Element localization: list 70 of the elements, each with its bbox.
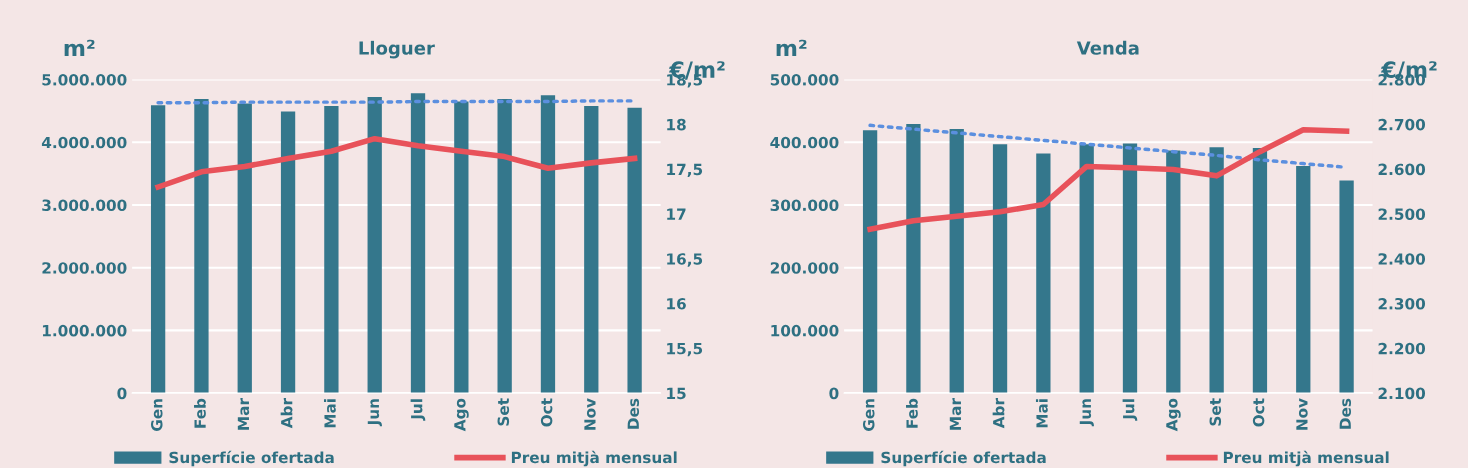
x-tick-label: Mar [949,398,962,430]
bar [1296,166,1311,394]
y2-tick-label: 2.400 [1378,253,1426,265]
y-tick-label: 200.000 [770,262,839,274]
bar [862,130,878,394]
y2-tick-label: 2.200 [1378,342,1426,355]
y2-tick-label: 17,5 [667,163,703,178]
y-tick-label: 100.000 [771,324,839,337]
y2-tick-label: 15,5 [667,342,703,357]
x-tick-label: Jun [1079,399,1094,427]
y-tick-label: 300.000 [770,199,839,212]
bar [949,129,964,394]
y-axis-title: m² [776,39,807,57]
y-tick-label: 500.000 [770,74,839,86]
legend-label: Preu mitjà mensual [1223,450,1389,467]
y-tick-label: 4.000.000 [41,136,127,149]
bar [1339,180,1354,394]
y-tick-label: 1.000.000 [42,324,127,337]
x-tick-label: Ago [454,398,469,432]
x-tick-label: Des [627,398,640,429]
x-tick-label: Mai [323,399,336,428]
y-tick-label: 3.000.000 [42,199,127,212]
bar [1166,150,1181,394]
x-tick-label: Abr [992,398,1005,429]
x-tick-label: Mai [1035,399,1048,428]
x-tick-label: Jul [410,399,426,421]
x-tick-label: Set [497,398,510,426]
x-tick-label: Mar [237,398,250,430]
x-tick-label: Nov [1296,398,1308,430]
x-tick-label: Abr [280,398,293,429]
legend-label: Preu mitjà mensual [511,450,677,467]
x-tick-label: Jun [367,399,382,427]
bar [1252,147,1268,394]
bar [992,144,1008,394]
x-tick-label: Gen [150,399,163,431]
chart-title: Venda [1076,40,1139,55]
y-tick-label: 0 [829,387,839,400]
x-tick-label: Feb [194,398,206,428]
y2-tick-label: 2.100 [1378,387,1426,400]
x-tick-label: Gen [862,399,875,431]
x-tick-label: Set [1209,398,1222,426]
chart-title: Lloguer [359,40,435,59]
x-tick-label: Des [1339,398,1352,429]
bar [906,124,921,394]
bar [1036,153,1051,394]
bar [1122,143,1138,394]
y2-tick-label: 18 [667,118,686,131]
x-tick-label: Nov [584,398,596,430]
y-tick-label: 0 [117,387,127,400]
x-tick-label: Feb [906,398,918,428]
y-tick-label: 5.000.000 [42,74,127,86]
y2-tick-label: 2.500 [1378,208,1426,220]
legend-label: Superfície ofertada [169,450,334,467]
x-tick-label: Oct [540,398,553,427]
y2-tick-label: 17 [667,208,686,220]
y-axis-title: m² [64,39,95,57]
x-tick-label: Ago [1166,398,1181,432]
x-tick-label: Oct [1252,398,1265,427]
y2-tick-label: 2.600 [1378,163,1426,176]
y2-tick-label: 15 [667,387,686,400]
x-tick-label: Jul [1122,399,1138,421]
bar [1079,144,1094,394]
bar [1209,147,1224,394]
legend-label: Superfície ofertada [881,450,1046,467]
y2-tick-label: 16 [667,298,686,310]
y-tick-label: 400.000 [770,136,839,149]
y2-tick-label: 2.300 [1378,298,1426,310]
y2-tick-label: 16,5 [667,253,703,267]
y-tick-label: 2.000.000 [42,262,127,274]
y2-tick-label: 2.700 [1378,118,1426,131]
